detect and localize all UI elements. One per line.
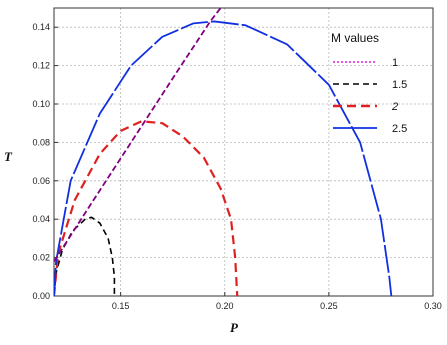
series-layer [54, 8, 393, 296]
x-tick-label: 0.20 [216, 301, 234, 311]
legend-label: 2 [391, 101, 398, 113]
y-axis: 0.00 0.02 0.04 0.06 0.08 0.10 0.12 0.14 [32, 22, 58, 301]
x-tick-label: 0.30 [424, 301, 442, 311]
y-tick-label: 0.04 [32, 214, 50, 224]
x-tick-label: 0.15 [112, 301, 130, 311]
y-axis-title: T [4, 149, 13, 164]
y-tick-label: 0.08 [32, 137, 50, 147]
series-line-2-5 [54, 20, 393, 296]
y-tick-label: 0.14 [32, 22, 50, 32]
series-line-extra [54, 8, 222, 262]
y-tick-label: 0.06 [32, 176, 50, 186]
y-tick-label: 0.10 [32, 99, 50, 109]
legend-label: 1.5 [392, 79, 407, 91]
legend-label: 2.5 [392, 123, 407, 135]
plot-area [54, 8, 433, 296]
plot-frame [53, 7, 434, 297]
legend-title: M values [331, 31, 379, 45]
y-tick-label: 0.00 [32, 291, 50, 301]
x-tick-label: 0.25 [320, 301, 338, 311]
x-axis: 0.15 0.20 0.25 0.30 [112, 292, 442, 311]
series-line-1-5 [54, 216, 116, 296]
legend-label: 1 [392, 57, 398, 69]
series-line-2 [54, 120, 239, 296]
y-tick-label: 0.02 [32, 253, 50, 263]
x-axis-title: P [230, 320, 239, 335]
legend: M values 1 1.5 2 2.5 [331, 31, 407, 135]
y-tick-label: 0.12 [32, 61, 50, 71]
